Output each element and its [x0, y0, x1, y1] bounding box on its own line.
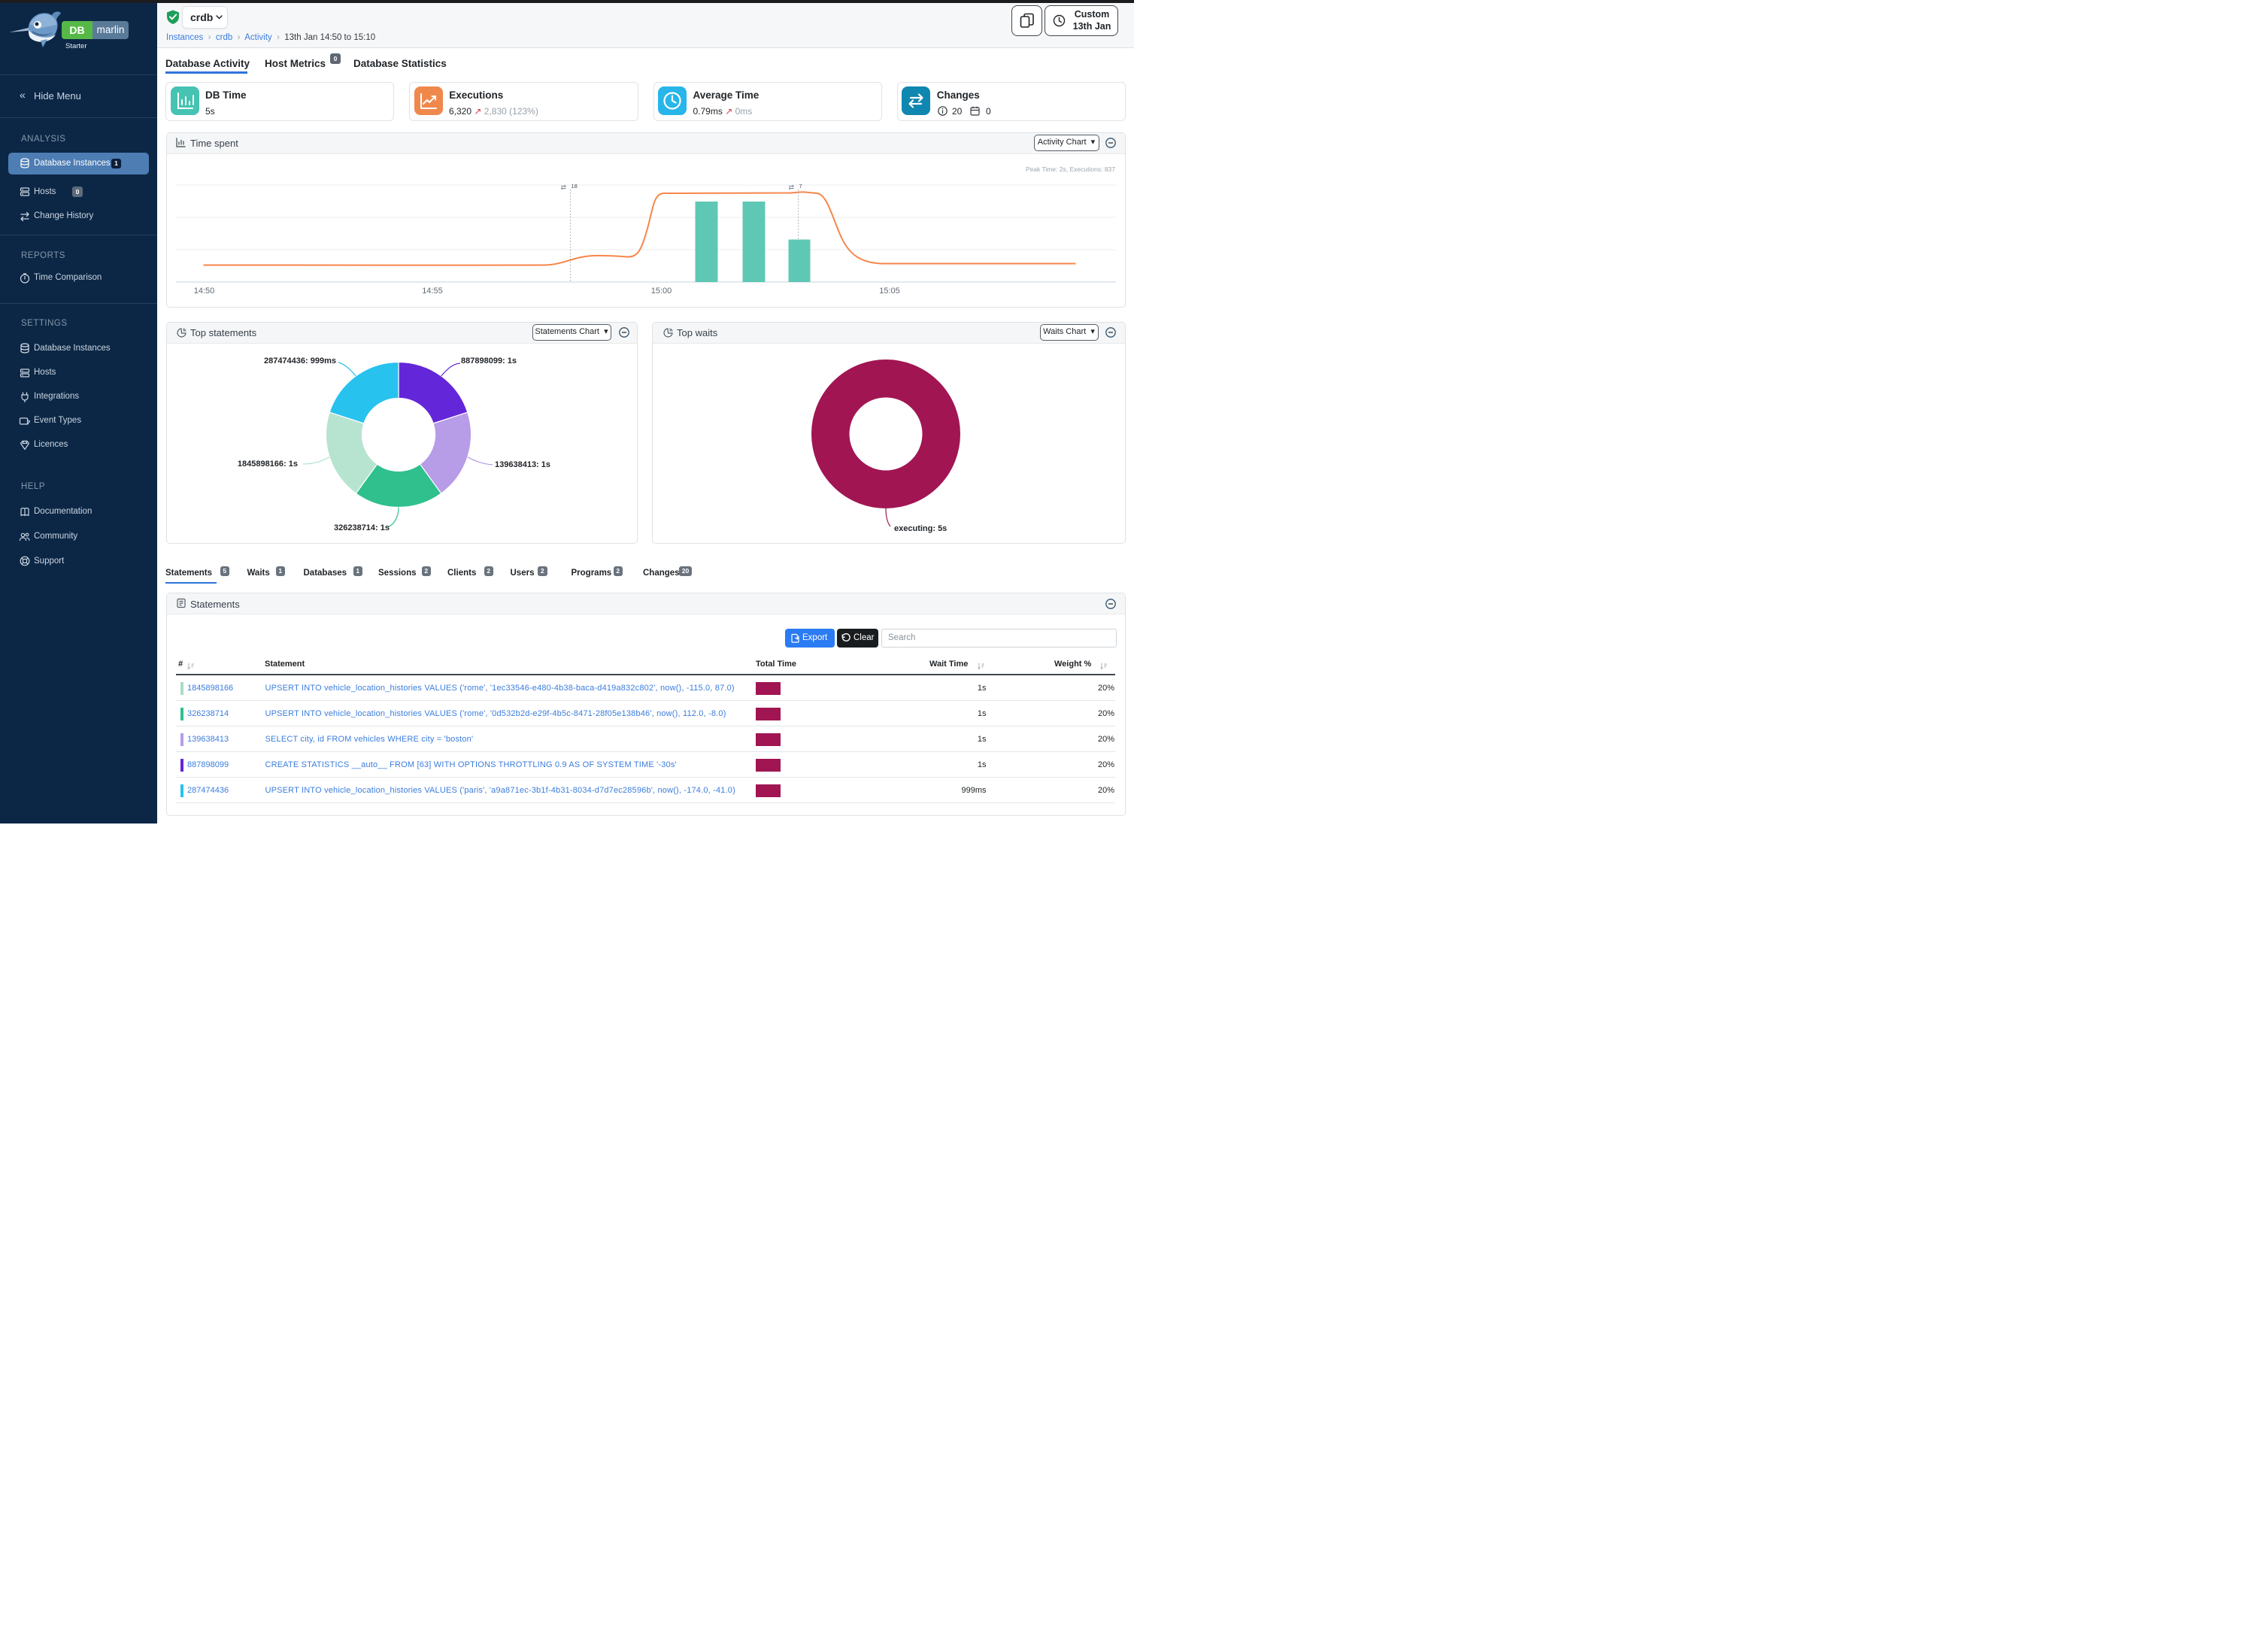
svg-text:⇄: ⇄ — [560, 184, 566, 191]
svg-text:18: 18 — [571, 183, 577, 190]
svg-text:⇄: ⇄ — [788, 184, 794, 191]
svg-text:7: 7 — [799, 183, 802, 190]
